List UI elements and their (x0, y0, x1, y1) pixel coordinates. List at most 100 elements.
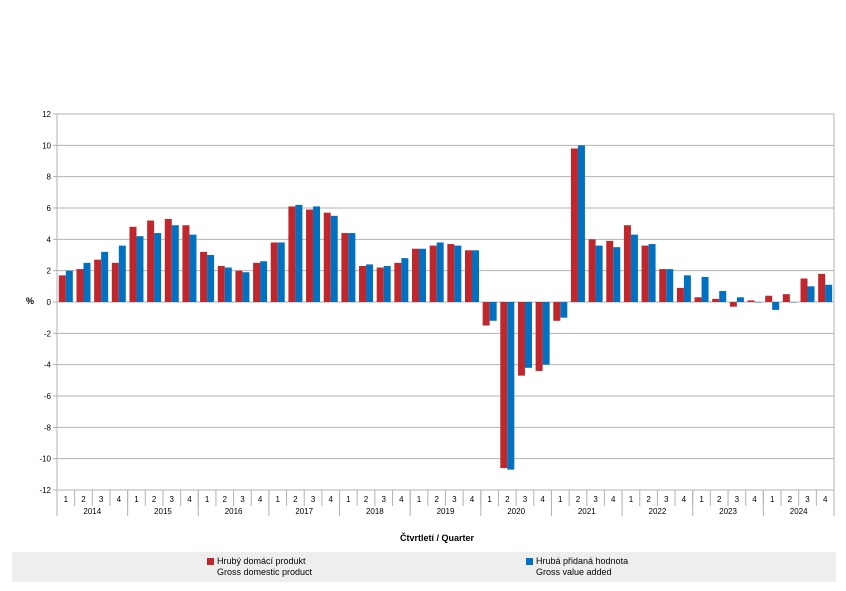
x-tick-label: 4 (328, 495, 333, 504)
bar (825, 284, 833, 302)
x-tick-label: 3 (311, 495, 316, 504)
bar (111, 262, 119, 302)
bar (659, 269, 667, 302)
x-tick-label: 4 (611, 495, 616, 504)
bar (419, 248, 427, 302)
bar (200, 251, 208, 302)
year-label: 2020 (507, 507, 525, 516)
x-tick-label: 4 (399, 495, 404, 504)
year-label: 2019 (437, 507, 455, 516)
bar (507, 302, 515, 470)
x-tick-label: 3 (805, 495, 810, 504)
y-tick-label: -10 (39, 455, 51, 464)
y-tick-label: -4 (44, 361, 52, 370)
bar (694, 297, 702, 302)
x-tick-label: 3 (381, 495, 386, 504)
legend-swatch-gva (526, 558, 533, 565)
bar (666, 269, 674, 302)
bar (341, 233, 349, 302)
bar (189, 234, 197, 302)
y-tick-label: 4 (47, 235, 52, 244)
bar (454, 245, 462, 302)
bar (524, 302, 532, 368)
bar (800, 278, 808, 302)
x-tick-label: 3 (99, 495, 104, 504)
year-label: 2021 (578, 507, 596, 516)
legend: Hrubý domácí produkt Gross domestic prod… (12, 552, 836, 582)
bar (630, 234, 638, 302)
bar (736, 297, 744, 302)
x-tick-label: 1 (699, 495, 704, 504)
bar (383, 265, 391, 302)
x-tick-label: 1 (205, 495, 210, 504)
bar (807, 286, 815, 302)
y-tick-label: 10 (42, 141, 51, 150)
bar (376, 267, 384, 302)
y-tick-label: 2 (47, 267, 52, 276)
bar (471, 250, 479, 302)
x-tick-label: 3 (664, 495, 669, 504)
x-tick-label: 4 (187, 495, 192, 504)
year-label: 2018 (366, 507, 384, 516)
bar (313, 206, 321, 302)
bar (118, 245, 126, 302)
bar (729, 302, 737, 307)
x-tick-label: 1 (417, 495, 422, 504)
x-tick-label: 1 (558, 495, 563, 504)
legend-label-en: Gross value added (536, 567, 612, 577)
bar (101, 251, 109, 302)
bar (683, 275, 691, 302)
x-tick-label: 3 (240, 495, 245, 504)
bar (136, 236, 144, 302)
bar (147, 220, 155, 302)
bar (171, 225, 179, 302)
legend-label-en: Gross domestic product (217, 567, 313, 577)
bar (577, 145, 585, 302)
year-label: 2024 (790, 507, 808, 516)
bar (412, 248, 420, 302)
bar (613, 247, 621, 302)
bars (58, 145, 833, 470)
bar (754, 302, 762, 303)
bar (129, 226, 137, 302)
bar (447, 244, 455, 302)
bar (772, 302, 780, 310)
legend-swatch-gdp (207, 558, 214, 565)
legend-label-cz: Hrubý domácí produkt (217, 556, 306, 566)
x-tick-label: 2 (646, 495, 651, 504)
bar (207, 255, 215, 302)
y-tick-label: 6 (47, 204, 52, 213)
y-tick-label: -12 (39, 486, 51, 495)
year-label: 2023 (719, 507, 737, 516)
y-axis-title: % (26, 296, 34, 306)
bar (164, 218, 172, 302)
bar (366, 264, 374, 302)
bar (65, 270, 73, 302)
bar (83, 262, 91, 302)
x-tick-label: 2 (434, 495, 439, 504)
bar (94, 259, 102, 302)
bar (394, 262, 402, 302)
bar (58, 275, 66, 302)
x-tick-label: 4 (752, 495, 757, 504)
y-tick-label: 12 (42, 110, 51, 119)
bar (701, 276, 709, 302)
x-tick-label: 2 (293, 495, 298, 504)
x-tick-label: 1 (346, 495, 351, 504)
x-tick-label: 4 (117, 495, 122, 504)
x-tick-label: 4 (823, 495, 828, 504)
bar (154, 233, 162, 302)
year-label: 2017 (295, 507, 313, 516)
bar (235, 270, 243, 302)
bar (818, 273, 826, 302)
x-tick-label: 4 (470, 495, 475, 504)
legend-label-cz: Hrubá přidaná hodnota (536, 556, 629, 566)
x-tick-label: 2 (788, 495, 793, 504)
bar (606, 240, 614, 302)
x-tick-label: 2 (81, 495, 86, 504)
x-tick-label: 1 (64, 495, 69, 504)
x-tick-label: 1 (134, 495, 139, 504)
y-tick-label: 0 (47, 298, 52, 307)
bar (253, 262, 261, 302)
bar (436, 242, 444, 302)
